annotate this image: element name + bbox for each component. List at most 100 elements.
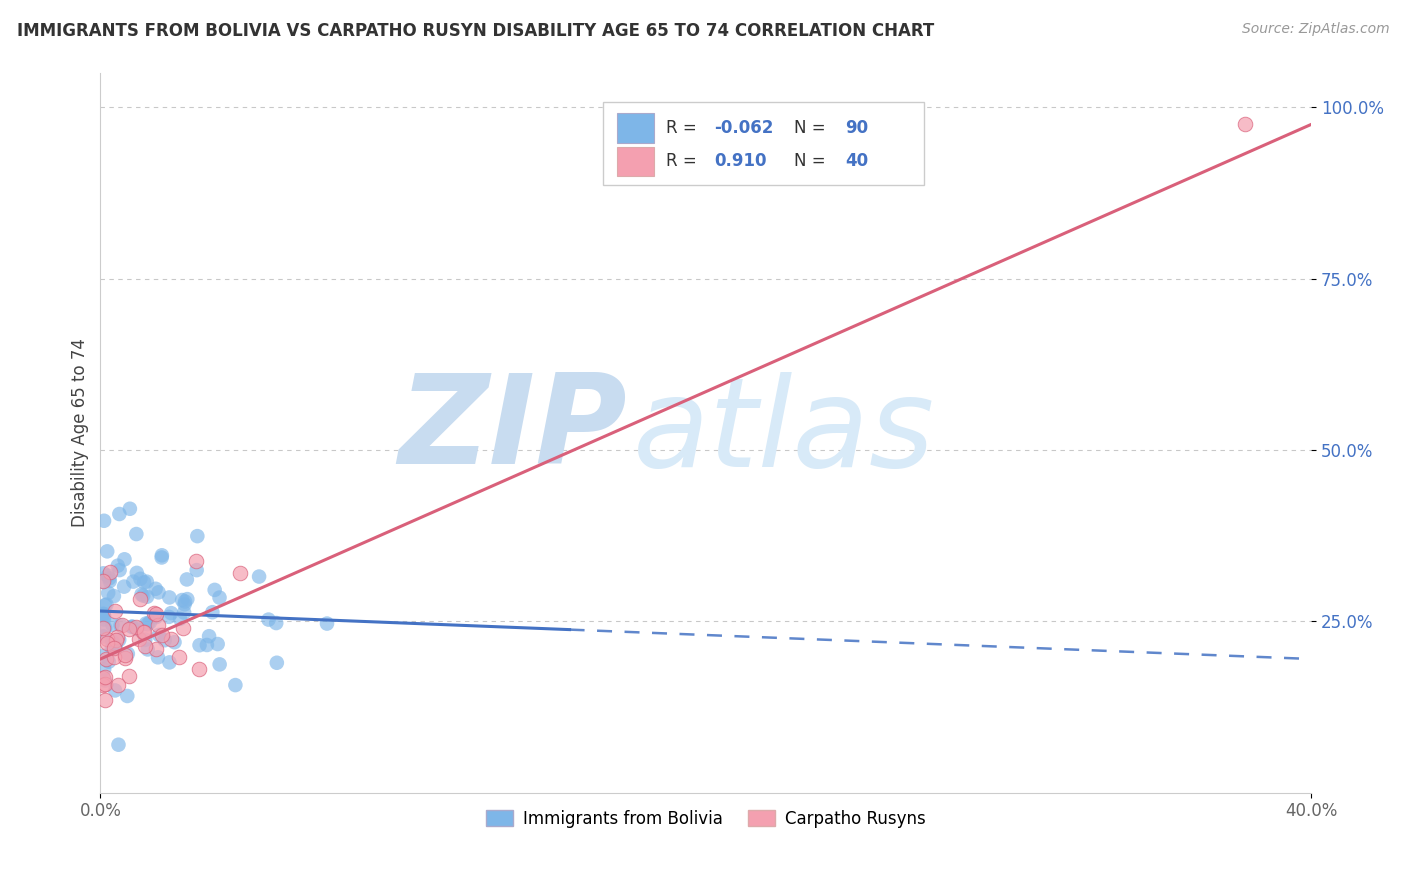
Point xyxy=(247,569,270,583)
Text: atlas: atlas xyxy=(633,372,935,493)
Point xyxy=(114,650,136,665)
Point xyxy=(108,507,131,521)
Text: 40: 40 xyxy=(845,153,868,170)
Point xyxy=(110,618,132,632)
Point xyxy=(146,650,169,665)
Point xyxy=(96,632,118,647)
Point xyxy=(96,652,118,666)
Point xyxy=(129,572,152,586)
Point xyxy=(114,552,136,566)
Point xyxy=(208,657,231,672)
Point xyxy=(198,629,221,643)
Point xyxy=(132,589,155,603)
Point xyxy=(186,529,208,543)
Point xyxy=(94,673,117,688)
Point xyxy=(186,554,208,568)
Bar xyxy=(617,112,654,143)
Point xyxy=(316,616,339,631)
Point xyxy=(93,574,115,589)
Point xyxy=(172,622,194,636)
Point xyxy=(145,607,167,621)
Point xyxy=(96,635,118,649)
Point xyxy=(93,648,115,663)
FancyBboxPatch shape xyxy=(603,102,924,185)
Point xyxy=(134,632,156,647)
Point xyxy=(136,617,159,632)
Point xyxy=(93,662,115,676)
Point xyxy=(132,624,155,639)
Point xyxy=(97,568,120,582)
Point xyxy=(121,620,143,634)
Point xyxy=(118,501,141,516)
Point xyxy=(135,574,157,589)
Point xyxy=(150,628,173,642)
Point xyxy=(111,618,134,632)
Point xyxy=(93,566,115,581)
Point xyxy=(125,527,148,541)
Point xyxy=(172,593,194,607)
Point xyxy=(107,738,129,752)
Point xyxy=(94,670,117,684)
Text: 0.910: 0.910 xyxy=(714,153,766,170)
Point xyxy=(107,558,129,573)
Point xyxy=(125,619,148,633)
Point xyxy=(148,585,170,599)
Point xyxy=(94,621,117,635)
Point xyxy=(118,669,141,683)
Point xyxy=(104,640,127,655)
Point xyxy=(105,630,128,644)
Point xyxy=(93,678,115,692)
Point xyxy=(153,633,176,648)
Point xyxy=(169,612,191,626)
Point xyxy=(103,589,125,603)
Point xyxy=(159,656,181,670)
Point xyxy=(188,662,211,676)
Point xyxy=(93,671,115,685)
Point xyxy=(135,616,157,631)
Point xyxy=(207,637,229,651)
Point xyxy=(132,624,155,639)
Point xyxy=(163,635,186,649)
Point xyxy=(150,550,173,565)
Text: R =: R = xyxy=(666,119,702,136)
Point xyxy=(145,641,167,656)
Point xyxy=(93,574,115,588)
Point xyxy=(117,647,139,661)
Point xyxy=(146,618,169,632)
Text: ZIP: ZIP xyxy=(398,368,627,490)
Point xyxy=(148,628,170,642)
Point xyxy=(96,598,118,612)
Point xyxy=(188,638,211,652)
Point xyxy=(208,591,231,605)
Point xyxy=(266,656,288,670)
Point xyxy=(108,632,131,647)
Point xyxy=(93,514,115,528)
Point xyxy=(125,566,148,580)
Point xyxy=(136,590,159,604)
Point xyxy=(150,549,173,563)
Point xyxy=(139,615,162,630)
Text: N =: N = xyxy=(794,119,831,136)
Point xyxy=(167,650,190,665)
Text: 90: 90 xyxy=(845,119,868,136)
Point xyxy=(224,678,246,692)
Point xyxy=(157,610,180,624)
Point xyxy=(94,693,117,707)
Point xyxy=(176,573,198,587)
Point xyxy=(229,566,252,580)
Text: -0.062: -0.062 xyxy=(714,119,773,136)
Point xyxy=(93,607,115,621)
Point xyxy=(186,563,208,577)
Point xyxy=(1233,117,1256,131)
Point xyxy=(143,607,166,621)
Point xyxy=(107,678,129,692)
Point xyxy=(145,610,167,624)
Point xyxy=(104,683,127,698)
Point xyxy=(122,574,145,589)
Point xyxy=(264,615,287,630)
Point xyxy=(104,604,127,618)
Point xyxy=(121,620,143,634)
Point xyxy=(108,563,131,577)
Point xyxy=(174,594,197,608)
Point xyxy=(114,648,136,663)
